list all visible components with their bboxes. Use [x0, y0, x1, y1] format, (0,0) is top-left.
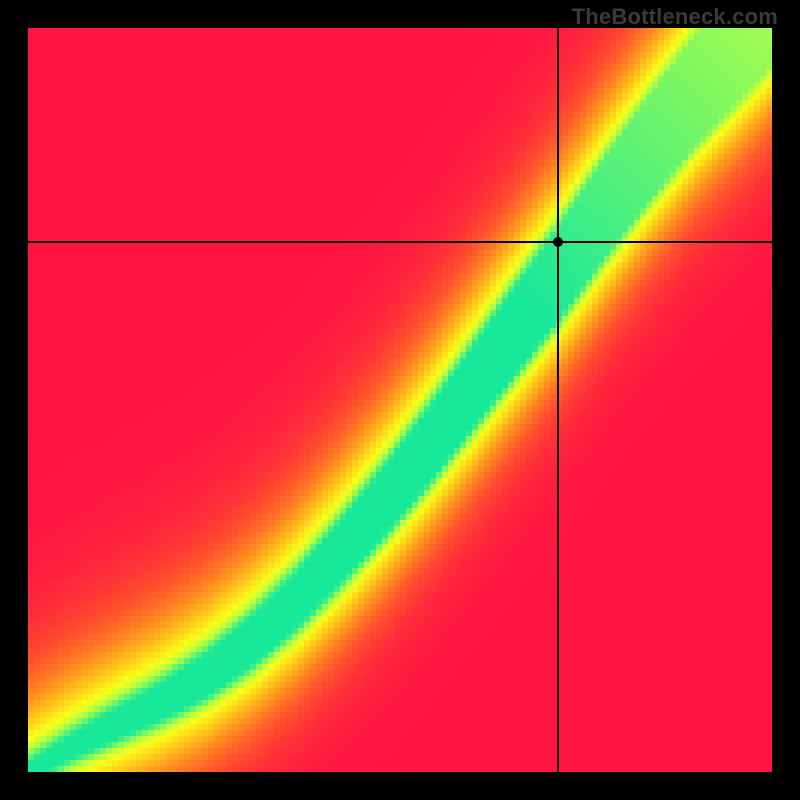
crosshair-dot [553, 237, 563, 247]
crosshair-horizontal [28, 241, 772, 243]
bottleneck-heatmap [28, 28, 772, 772]
watermark-text: TheBottleneck.com [572, 4, 778, 30]
crosshair-vertical [557, 28, 559, 772]
heatmap-plot-area [28, 28, 772, 772]
